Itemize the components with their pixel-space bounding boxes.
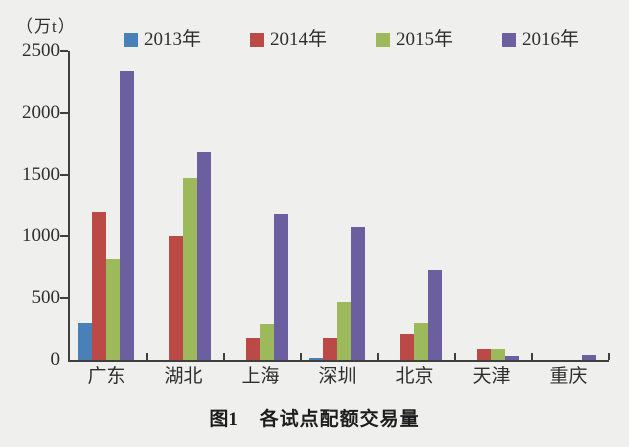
figure-title: 各试点配额交易量 [259,409,420,430]
x-axis-category-label: 广东 [87,366,126,387]
plot-area [60,50,610,362]
bar-重庆-2016年 [582,355,596,360]
bar-深圳-2016年 [351,226,365,360]
bar-北京-2015年 [414,322,428,360]
y-axis-tick-label: 500 [31,287,61,309]
y-axis-tick-label: 1500 [22,163,60,185]
x-axis-tick [376,353,379,360]
bar-天津-2016年 [505,356,519,360]
y-axis-tick [60,173,68,176]
bar-上海-2016年 [274,214,288,360]
bar-广东-2014年 [92,211,106,360]
legend-swatch-icon [124,33,138,47]
x-axis-category-label: 湖北 [164,366,203,387]
x-axis-tick [222,353,225,360]
x-axis-tick [530,353,533,360]
legend-item-2013年: 2013年 [124,30,201,50]
bar-天津-2014年 [477,348,491,360]
legend-item-2015年: 2015年 [376,30,453,50]
bar-天津-2015年 [491,348,505,360]
bar-北京-2014年 [400,334,414,360]
bar-广东-2016年 [120,70,134,360]
legend-item-2014年: 2014年 [250,30,327,50]
legend-swatch-icon [250,33,265,47]
bar-北京-2016年 [428,269,442,360]
bar-深圳-2015年 [337,301,351,360]
legend-swatch-icon [502,33,517,47]
x-axis-category-label: 天津 [472,366,511,387]
bar-深圳-2014年 [323,337,337,360]
legend-label: 2013年 [144,29,202,50]
x-axis-category-label: 深圳 [318,366,357,387]
bar-湖北-2016年 [197,152,211,360]
y-axis-unit-label: （万t） [16,17,76,36]
x-axis-tick [453,353,456,360]
bar-湖北-2014年 [169,236,183,360]
y-axis-tick-label: 0 [50,349,61,370]
figure-caption: 图1 各试点配额交易量 [0,404,629,431]
figure-number: 图1 [209,409,238,430]
bar-上海-2014年 [246,337,260,360]
bar-湖北-2015年 [183,178,197,360]
y-axis-tick [60,297,68,300]
chart-legend: 2013年 2014年 2015年 2016年 [124,30,579,50]
x-axis-category-label: 重庆 [549,366,588,387]
bar-上海-2015年 [260,324,274,360]
bar-深圳-2013年 [309,358,323,360]
legend-label: 2016年 [522,29,580,50]
bar-广东-2013年 [78,322,92,360]
y-axis-tick-label: 1000 [22,225,60,247]
x-axis-tick [299,353,302,360]
y-axis-tick-label: 2000 [22,101,60,123]
y-axis-tick [60,111,68,114]
y-axis-tick-label: 2500 [22,40,60,61]
y-axis-tick [60,235,68,238]
bar-广东-2015年 [106,258,120,360]
x-axis-category-label: 北京 [395,366,434,387]
x-axis-tick [607,353,610,360]
legend-item-2016年: 2016年 [502,30,579,50]
x-axis-category-label: 上海 [241,366,280,387]
x-axis-tick [145,353,148,360]
y-axis-tick [60,50,68,52]
legend-label: 2014年 [270,29,328,50]
legend-label: 2015年 [396,29,454,50]
legend-swatch-icon [376,33,391,47]
